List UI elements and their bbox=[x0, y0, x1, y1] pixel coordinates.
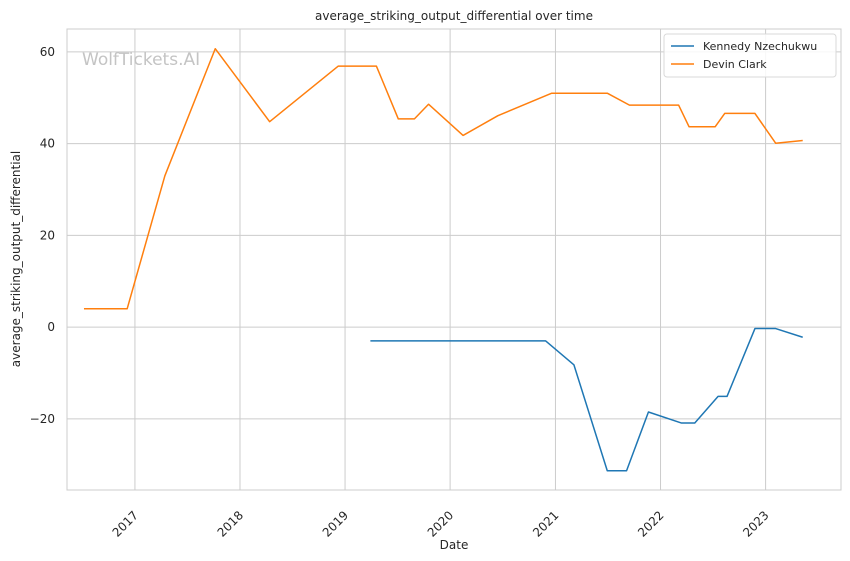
y-tick-label: 20 bbox=[40, 228, 55, 242]
grid-lines bbox=[67, 29, 841, 490]
plot-area bbox=[66, 28, 842, 491]
legend-label: Devin Clark bbox=[703, 58, 767, 71]
watermark: WolfTickets.AI bbox=[82, 50, 200, 70]
y-tick-label: 0 bbox=[47, 320, 55, 334]
legend-box bbox=[663, 33, 837, 78]
series-line-devin-clark bbox=[83, 47, 803, 310]
y-tick-label: 40 bbox=[40, 137, 55, 151]
y-axis-title: average_striking_output_differential bbox=[9, 151, 23, 367]
series-layer bbox=[83, 47, 803, 472]
x-axis-title: Date bbox=[440, 538, 469, 552]
y-tick-label: 60 bbox=[40, 45, 55, 59]
legend-label: Kennedy Nzechukwu bbox=[703, 40, 817, 53]
chart-title: average_striking_output_differential ove… bbox=[315, 9, 593, 23]
legend: Kennedy Nzechukwu Devin Clark bbox=[663, 33, 837, 78]
y-axis-ticks: −20 0 20 40 60 bbox=[30, 45, 55, 426]
y-tick-label: −20 bbox=[30, 412, 55, 426]
series-line-kennedy-nzechukwu bbox=[370, 327, 803, 472]
